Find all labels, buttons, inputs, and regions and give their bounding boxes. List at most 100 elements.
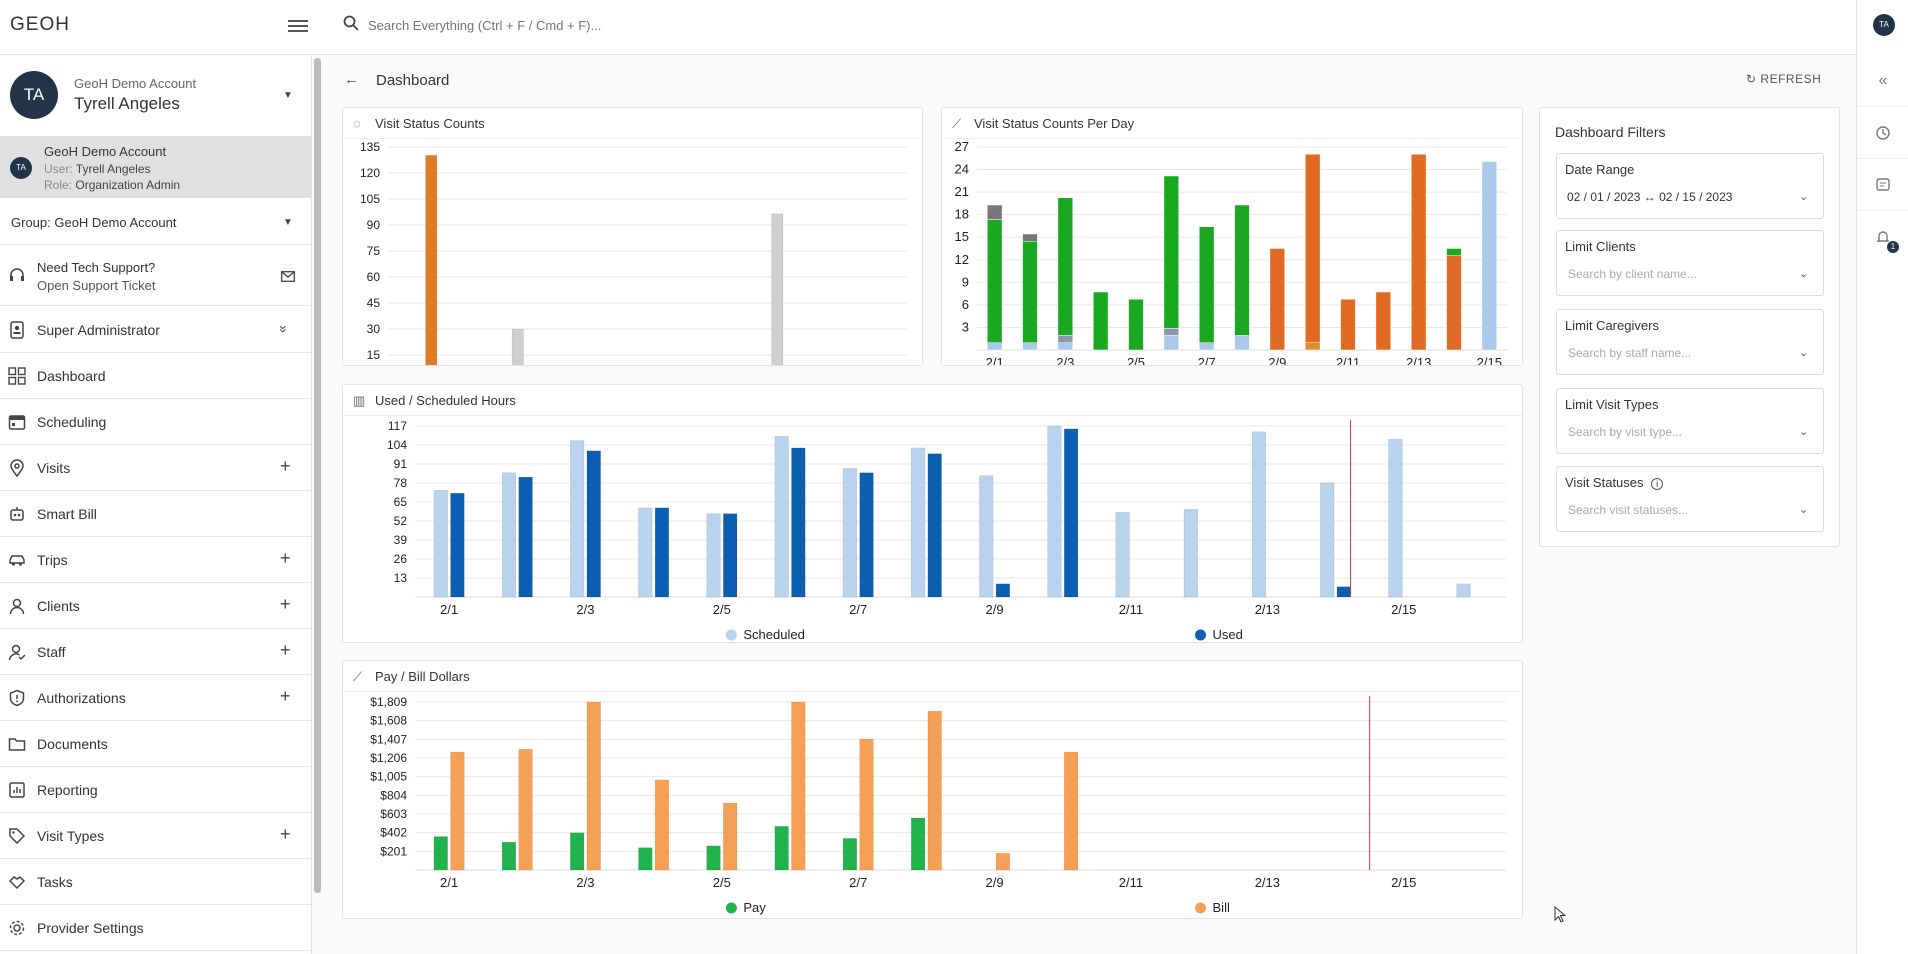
bar-used[interactable]	[586, 450, 601, 598]
caret-down-icon[interactable]: ▼	[283, 90, 293, 101]
bar-completed[interactable]	[1128, 299, 1144, 351]
bar-used[interactable]	[927, 453, 942, 598]
bar-bill[interactable]	[450, 751, 465, 871]
bar-pay[interactable]	[570, 832, 585, 871]
bar-scheduled[interactable]	[511, 328, 524, 365]
bar-pay[interactable]	[706, 845, 721, 871]
bar-scheduled[interactable]	[1183, 509, 1198, 598]
expand-plus-icon[interactable]: +	[280, 640, 291, 660]
bar-scheduled[interactable]	[570, 440, 585, 598]
sidebar-item-super-administrator[interactable]: Super Administrator »	[0, 307, 311, 353]
bar-bill[interactable]	[927, 710, 942, 871]
bar-scheduled[interactable]	[774, 435, 789, 598]
bell-icon[interactable]: 1	[1857, 211, 1908, 263]
bar-scheduled[interactable]	[1234, 335, 1250, 351]
limit-clients-field[interactable]: Limit Clients Search by client name... ⌄	[1556, 230, 1824, 296]
limit-caregivers-input[interactable]: Search by staff name...	[1568, 346, 1692, 360]
bar-pay[interactable]	[433, 836, 448, 871]
sidebar-item-smart-bill[interactable]: Smart Bill	[0, 491, 311, 537]
bar-scheduled[interactable]	[1388, 438, 1403, 598]
bar-deleted[interactable]	[1022, 233, 1038, 242]
sidebar-item-staff[interactable]: Staff +	[0, 629, 311, 675]
visit-statuses-field[interactable]: Visit Statuses i Search visit statuses..…	[1556, 466, 1824, 532]
expand-plus-icon[interactable]: +	[280, 824, 291, 844]
bar-completed[interactable]	[1446, 248, 1462, 256]
bar-active[interactable]	[1304, 342, 1321, 351]
bar-completed[interactable]	[1022, 241, 1038, 343]
sidebar-item-tasks[interactable]: Tasks	[0, 859, 311, 905]
sidebar-item-clients[interactable]: Clients +	[0, 583, 311, 629]
group-selector[interactable]: Group: GeoH Demo Account ▼	[0, 199, 311, 245]
bar-used[interactable]	[1064, 428, 1079, 598]
bar-bill[interactable]	[1064, 751, 1079, 871]
bar-scheduled[interactable]	[1198, 342, 1215, 351]
sidebar-scrollbar[interactable]	[314, 58, 321, 893]
bar-bill[interactable]	[859, 738, 874, 871]
limit-visit-types-field[interactable]: Limit Visit Types Search by visit type..…	[1556, 388, 1824, 454]
sidebar-item-dashboard[interactable]: Dashboard	[0, 353, 311, 399]
limit-visit-types-input[interactable]: Search by visit type...	[1568, 425, 1683, 439]
sidebar-item-trips[interactable]: Trips +	[0, 537, 311, 583]
bar-bill[interactable]	[654, 779, 670, 871]
limit-caregivers-field[interactable]: Limit Caregivers Search by staff name...…	[1556, 309, 1824, 375]
chevron-down-icon[interactable]: ⌄	[1799, 347, 1809, 359]
bar-missed[interactable]	[1446, 255, 1462, 351]
legend-swatch[interactable]	[1195, 902, 1207, 914]
bar-used[interactable]	[518, 476, 533, 598]
bar-pay[interactable]	[501, 841, 517, 871]
bar-scheduled[interactable]	[706, 513, 721, 598]
sidebar-item-reporting[interactable]: Reporting	[0, 767, 311, 813]
bar-used[interactable]	[995, 583, 1010, 598]
bar-completed[interactable]	[1234, 204, 1250, 336]
bar-scheduled[interactable]	[911, 447, 926, 598]
chevron-down-icon[interactable]: ⌄	[1799, 426, 1809, 438]
sidebar-item-visit-types[interactable]: Visit Types +	[0, 813, 311, 859]
bar-scheduled[interactable]	[986, 342, 1003, 351]
date-range-value[interactable]: 02 / 01 / 2023 ↔ 02 / 15 / 2023	[1567, 190, 1733, 204]
bar-scheduled[interactable]	[1456, 583, 1471, 598]
legend-swatch[interactable]	[725, 629, 737, 641]
legend-swatch[interactable]	[725, 902, 737, 914]
bar-bill[interactable]	[723, 802, 738, 871]
bar-pay[interactable]	[842, 838, 857, 871]
bar-scheduled[interactable]	[1251, 431, 1267, 598]
user-avatar[interactable]: TA	[1873, 14, 1895, 36]
bar-missed[interactable]	[1269, 248, 1286, 351]
bar-scheduled[interactable]	[1163, 335, 1180, 351]
limit-clients-input[interactable]: Search by client name...	[1568, 267, 1697, 281]
bar-used[interactable]	[859, 472, 874, 598]
notes-icon[interactable]	[1857, 159, 1908, 211]
chevron-down-icon[interactable]: ⌄	[1799, 504, 1809, 516]
bar-pay[interactable]	[638, 847, 653, 871]
menu-icon[interactable]	[288, 17, 308, 35]
bar-completed[interactable]	[1198, 226, 1215, 343]
account-switcher[interactable]: TA GeoH Demo Account Tyrell Angeles ▼	[0, 56, 311, 134]
sidebar-item-provider-settings[interactable]: Provider Settings	[0, 905, 311, 951]
caret-down-icon[interactable]: ▼	[283, 217, 293, 228]
expand-plus-icon[interactable]: +	[280, 456, 291, 476]
date-range-field[interactable]: Date Range 02 / 01 / 2023 ↔ 02 / 15 / 20…	[1556, 153, 1824, 219]
bar-scheduled[interactable]	[1057, 342, 1074, 351]
history-icon[interactable]	[1857, 107, 1908, 159]
bar-missed[interactable]	[1304, 154, 1321, 343]
bar-scheduled[interactable]	[638, 507, 653, 598]
mail-icon[interactable]	[281, 271, 295, 282]
bar-used[interactable]	[791, 447, 806, 598]
bar-completed[interactable]	[986, 219, 1003, 343]
bar-used[interactable]	[723, 513, 738, 598]
bar-scheduled[interactable]	[979, 475, 994, 598]
bar-pay[interactable]	[911, 817, 926, 871]
expand-plus-icon[interactable]: +	[280, 686, 291, 706]
bar-bill[interactable]	[995, 853, 1010, 871]
sidebar-item-visits[interactable]: Visits +	[0, 445, 311, 491]
bar-declined[interactable]	[1057, 335, 1074, 343]
bar-used[interactable]	[1336, 586, 1351, 598]
bar-used[interactable]	[450, 492, 465, 598]
bar-completed[interactable]	[1092, 291, 1109, 351]
bar-scheduled[interactable]	[842, 468, 857, 598]
bar-completed[interactable]	[425, 155, 438, 365]
bar-declined[interactable]	[1163, 328, 1180, 336]
sidebar-item-documents[interactable]: Documents	[0, 721, 311, 767]
sidebar-item-authorizations[interactable]: Authorizations +	[0, 675, 311, 721]
legend-swatch[interactable]	[1195, 629, 1207, 641]
